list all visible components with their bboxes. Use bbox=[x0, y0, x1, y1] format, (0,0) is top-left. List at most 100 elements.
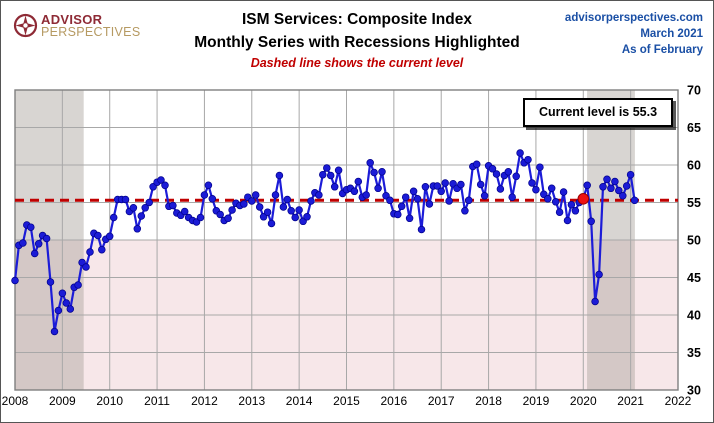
data-point bbox=[457, 180, 465, 189]
data-point bbox=[303, 213, 311, 221]
data-point bbox=[559, 188, 568, 196]
data-point bbox=[532, 185, 540, 194]
data-point bbox=[488, 165, 497, 173]
data-point bbox=[137, 212, 146, 220]
data-point bbox=[42, 234, 51, 243]
data-point bbox=[445, 197, 453, 205]
data-point bbox=[54, 306, 63, 315]
x-axis-label: 2014 bbox=[286, 394, 313, 408]
data-point bbox=[441, 179, 449, 187]
data-point bbox=[472, 160, 481, 169]
source-date: March 2021 bbox=[640, 28, 703, 40]
y-axis-label: 50 bbox=[687, 234, 701, 248]
data-point bbox=[62, 299, 71, 307]
data-point bbox=[275, 171, 284, 180]
data-point bbox=[121, 195, 130, 204]
advisor-perspectives-logo: ADVISOR PERSPECTIVES bbox=[13, 13, 140, 38]
data-point bbox=[267, 219, 276, 228]
data-point bbox=[544, 195, 552, 203]
source-block: advisorperspectives.com March 2021 As of… bbox=[565, 10, 703, 58]
data-point bbox=[334, 166, 343, 175]
data-point bbox=[536, 163, 544, 171]
data-point bbox=[354, 177, 363, 186]
data-point bbox=[461, 207, 469, 215]
x-axis-label: 2010 bbox=[96, 394, 123, 408]
data-point bbox=[74, 281, 82, 289]
y-axis-label: 30 bbox=[687, 384, 701, 398]
data-point bbox=[378, 168, 386, 176]
y-axis-label: 35 bbox=[687, 346, 701, 360]
data-point bbox=[287, 207, 295, 215]
page-subtitle: Dashed line shows the current level bbox=[250, 56, 464, 70]
data-point bbox=[216, 210, 224, 219]
data-point bbox=[161, 181, 169, 190]
data-point bbox=[27, 223, 35, 231]
data-point bbox=[279, 203, 288, 211]
data-point bbox=[504, 168, 513, 176]
data-point bbox=[283, 195, 292, 204]
x-axis-label: 2016 bbox=[381, 394, 408, 408]
x-axis-label: 2008 bbox=[2, 394, 29, 408]
data-point bbox=[208, 195, 217, 203]
data-point bbox=[425, 200, 434, 208]
data-point bbox=[563, 216, 572, 225]
x-axis-label: 2017 bbox=[428, 394, 455, 408]
title-block: ISM Services: Composite Index Monthly Se… bbox=[1, 8, 713, 72]
data-point bbox=[240, 200, 248, 208]
data-point bbox=[599, 183, 607, 191]
data-point bbox=[50, 327, 59, 336]
data-point bbox=[291, 213, 299, 222]
x-axis-label: 2009 bbox=[49, 394, 76, 408]
data-point bbox=[567, 200, 576, 209]
y-axis-label: 60 bbox=[687, 159, 701, 173]
data-point bbox=[34, 240, 43, 248]
data-point bbox=[401, 193, 410, 201]
data-point bbox=[587, 217, 595, 226]
data-point bbox=[480, 192, 489, 200]
data-point bbox=[109, 213, 118, 222]
data-point bbox=[196, 213, 205, 222]
data-point bbox=[433, 182, 442, 190]
data-point bbox=[615, 186, 623, 195]
logo-word-advisor: ADVISOR bbox=[41, 11, 103, 27]
data-point bbox=[86, 248, 94, 256]
data-point bbox=[180, 207, 189, 216]
source-site: advisorperspectives.com bbox=[564, 12, 703, 24]
data-point bbox=[571, 207, 580, 215]
y-axis-label: 55 bbox=[687, 196, 701, 210]
data-point bbox=[307, 197, 315, 205]
data-point bbox=[19, 239, 27, 247]
data-point bbox=[607, 184, 615, 193]
page-title-line2: Monthly Series with Recessions Highlight… bbox=[194, 34, 520, 51]
x-axis-label: 2012 bbox=[191, 394, 218, 408]
data-point bbox=[105, 232, 114, 241]
data-point bbox=[516, 149, 524, 157]
data-point bbox=[397, 202, 406, 211]
data-point bbox=[421, 183, 430, 191]
data-point bbox=[528, 179, 536, 187]
logo-word-perspectives: PERSPECTIVES bbox=[41, 24, 141, 39]
data-point bbox=[591, 297, 599, 306]
data-point bbox=[508, 193, 516, 201]
logo-text: ADVISOR PERSPECTIVES bbox=[41, 11, 141, 39]
x-axis-label: 2013 bbox=[238, 394, 265, 408]
data-point bbox=[326, 171, 335, 180]
data-point bbox=[200, 191, 209, 199]
data-point bbox=[11, 276, 19, 285]
data-point bbox=[350, 187, 359, 196]
data-point bbox=[129, 204, 138, 212]
data-point bbox=[437, 187, 445, 196]
data-point bbox=[626, 170, 635, 179]
data-point bbox=[46, 278, 55, 286]
data-point bbox=[228, 206, 236, 214]
data-point bbox=[248, 197, 256, 205]
data-point bbox=[370, 168, 378, 177]
source-as-of: As of February bbox=[621, 44, 703, 56]
data-point bbox=[476, 180, 485, 189]
data-point bbox=[330, 183, 339, 191]
data-point bbox=[30, 249, 39, 258]
y-axis-label: 65 bbox=[687, 121, 701, 135]
page-title-line1: ISM Services: Composite Index bbox=[242, 11, 472, 28]
data-point bbox=[323, 164, 331, 172]
data-point bbox=[547, 184, 556, 193]
